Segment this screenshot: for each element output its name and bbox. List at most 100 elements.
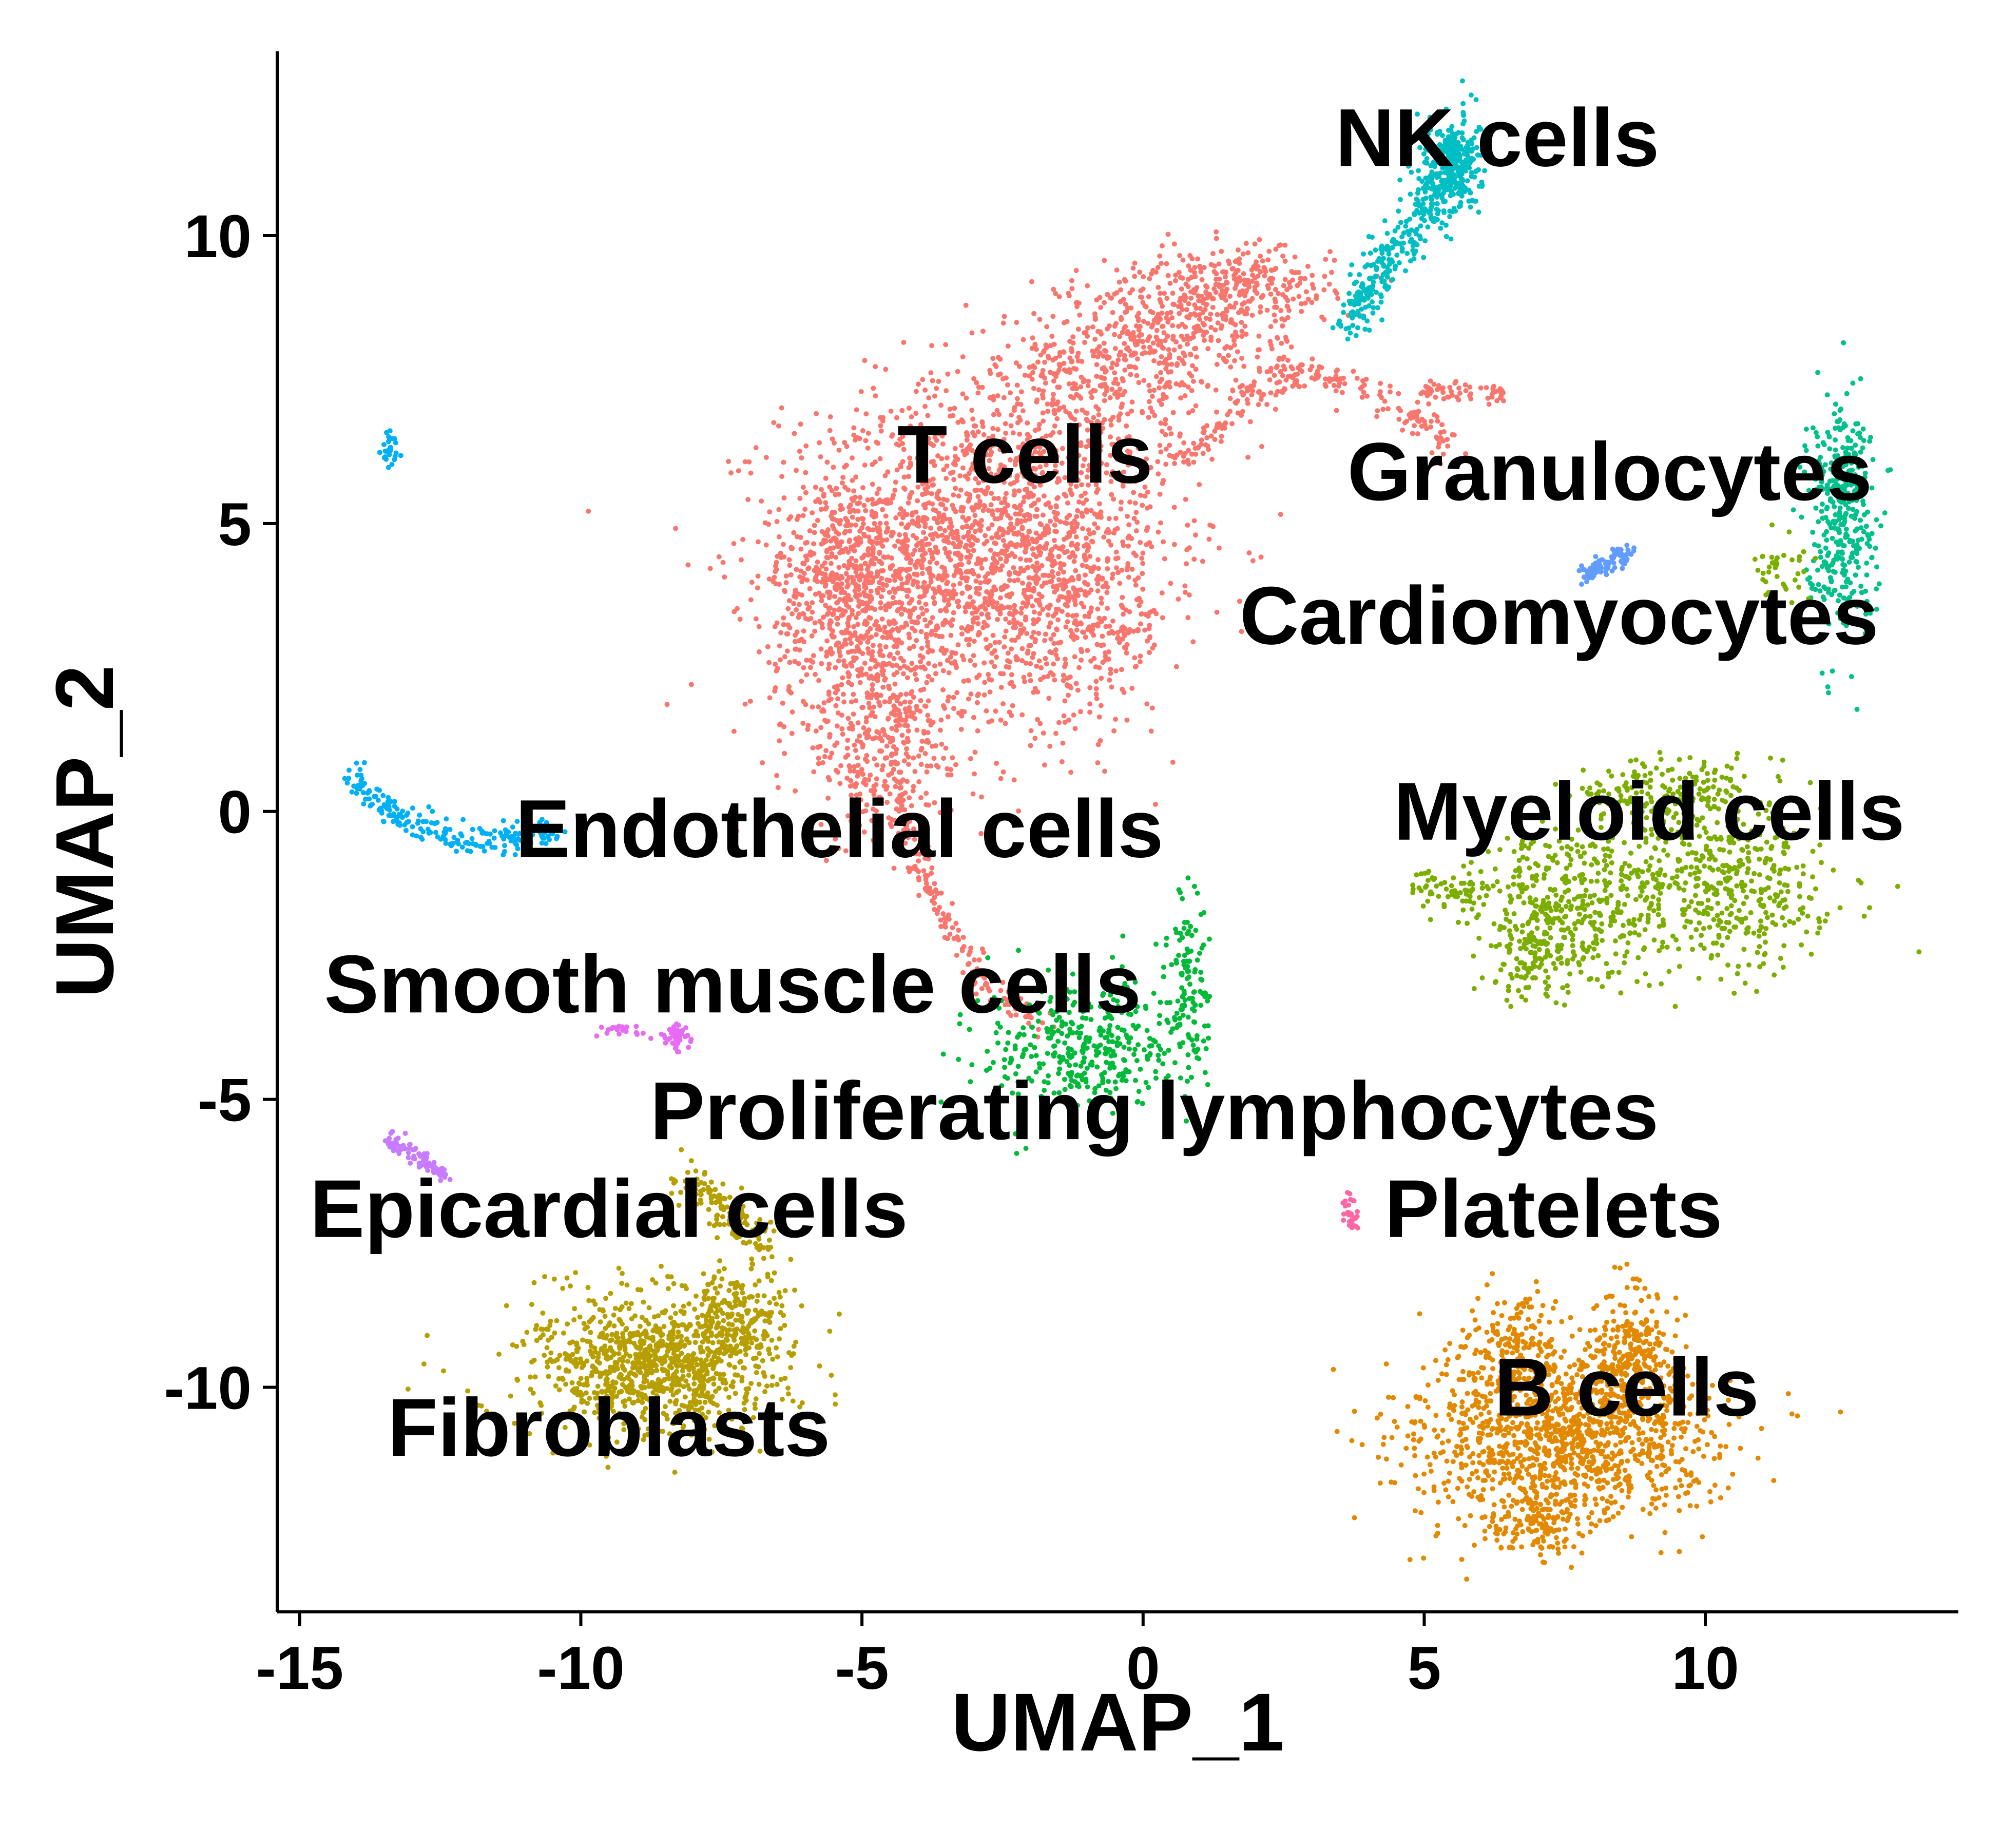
data-point (939, 634, 945, 639)
data-point (946, 694, 951, 700)
data-point (1119, 317, 1124, 322)
data-point (1113, 717, 1119, 722)
data-point (1353, 333, 1359, 338)
data-point (1259, 444, 1264, 449)
data-point (1223, 297, 1228, 303)
data-point (870, 550, 876, 555)
data-point (1147, 504, 1153, 510)
data-point (1019, 658, 1025, 663)
data-point (960, 391, 966, 397)
data-point (906, 500, 911, 506)
data-point (852, 632, 858, 638)
data-point (938, 923, 944, 929)
data-point (926, 673, 931, 679)
data-point (1285, 315, 1291, 320)
data-point (1200, 430, 1206, 435)
data-point (1227, 294, 1233, 299)
data-point (787, 563, 793, 568)
data-point (988, 547, 993, 553)
data-point (1192, 302, 1198, 307)
data-point (883, 529, 889, 535)
data-point (1336, 383, 1341, 389)
data-point (935, 548, 940, 554)
data-point (1021, 600, 1026, 606)
data-point (1132, 340, 1138, 345)
data-point (1187, 371, 1192, 376)
data-point (1062, 536, 1067, 542)
data-point (920, 611, 926, 617)
data-point (1177, 355, 1182, 361)
data-point (915, 498, 920, 504)
data-point (800, 485, 806, 490)
data-point (1226, 261, 1232, 266)
data-point (799, 455, 804, 460)
data-point (848, 768, 853, 774)
data-point (1133, 323, 1139, 329)
data-point (1429, 197, 1434, 202)
data-point (1408, 191, 1413, 197)
data-point (889, 555, 895, 561)
data-point (870, 643, 876, 648)
data-point (1282, 277, 1288, 282)
data-point (1420, 201, 1426, 206)
data-point (939, 645, 945, 651)
data-point (1334, 408, 1339, 413)
data-point (1034, 619, 1040, 624)
data-point (1169, 361, 1175, 367)
data-point (818, 725, 824, 730)
data-point (1162, 338, 1168, 343)
data-point (865, 497, 871, 503)
data-point (1396, 416, 1402, 422)
data-point (941, 598, 947, 603)
data-point (1127, 499, 1133, 505)
data-point (851, 658, 857, 663)
data-point (1182, 583, 1188, 589)
data-point (1478, 385, 1484, 391)
data-point (879, 575, 884, 581)
data-point (1028, 728, 1034, 734)
data-point (876, 700, 882, 705)
data-point (837, 596, 843, 602)
data-point (1133, 365, 1139, 371)
data-point (1050, 569, 1055, 574)
data-point (960, 525, 965, 530)
data-point (930, 573, 936, 579)
data-point (867, 705, 873, 710)
scatter-points (342, 78, 1922, 1582)
data-point (1282, 258, 1288, 264)
data-point (849, 544, 854, 550)
data-point (1163, 432, 1168, 437)
data-point (799, 592, 805, 598)
data-point (944, 588, 949, 594)
data-point (882, 732, 888, 738)
data-point (1080, 526, 1086, 531)
data-point (1097, 501, 1102, 507)
data-point (1053, 730, 1058, 736)
data-point (915, 584, 921, 590)
data-point (1111, 728, 1117, 734)
data-point (1049, 558, 1055, 564)
data-point (840, 691, 846, 697)
data-point (1080, 563, 1085, 568)
data-point (1082, 592, 1088, 598)
data-point (840, 612, 846, 618)
data-point (907, 455, 913, 461)
data-point (994, 408, 1000, 413)
data-point (1240, 309, 1246, 314)
data-point (1334, 369, 1339, 374)
data-point (1146, 399, 1152, 405)
data-point (976, 630, 982, 636)
data-point (1065, 612, 1071, 618)
data-point (803, 470, 808, 475)
data-point (844, 775, 850, 781)
data-point (1159, 354, 1164, 359)
data-point (863, 411, 869, 417)
data-point (1159, 590, 1165, 596)
data-point (1426, 401, 1432, 407)
data-point (911, 755, 916, 761)
data-point (1075, 326, 1081, 332)
data-point (1188, 312, 1194, 317)
data-point (1120, 401, 1125, 407)
data-point (1209, 456, 1215, 462)
data-point (1122, 277, 1127, 282)
